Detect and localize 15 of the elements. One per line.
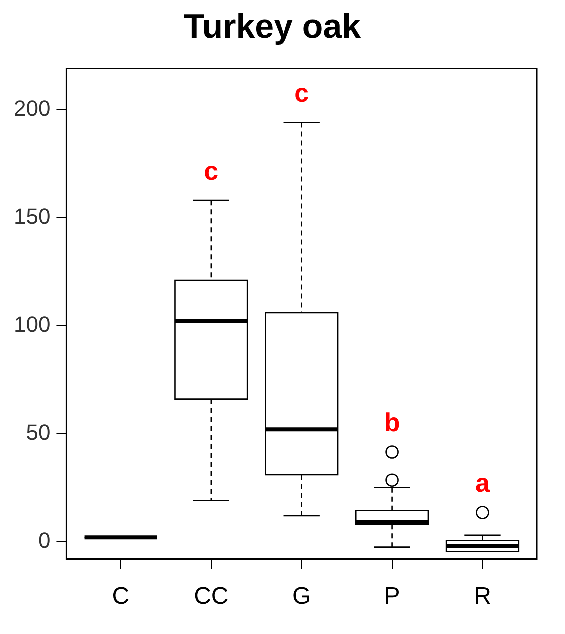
x-tick-label: C <box>112 583 130 610</box>
y-tick-label: 200 <box>14 96 51 121</box>
y-tick-label: 50 <box>26 420 51 445</box>
chart-title: Turkey oak <box>184 8 362 46</box>
y-tick-label: 0 <box>38 528 51 553</box>
y-tick-label: 150 <box>14 204 51 229</box>
annotation: c <box>294 78 310 108</box>
annotation: a <box>476 468 490 498</box>
y-tick-label: 100 <box>14 312 51 337</box>
x-tick-label: R <box>474 583 492 610</box>
x-tick-label: CC <box>194 583 229 610</box>
annotation: c <box>204 156 219 186</box>
x-tick-label: P <box>384 583 400 610</box>
annotation: b <box>384 407 400 438</box>
x-tick-label: G <box>292 583 312 610</box>
